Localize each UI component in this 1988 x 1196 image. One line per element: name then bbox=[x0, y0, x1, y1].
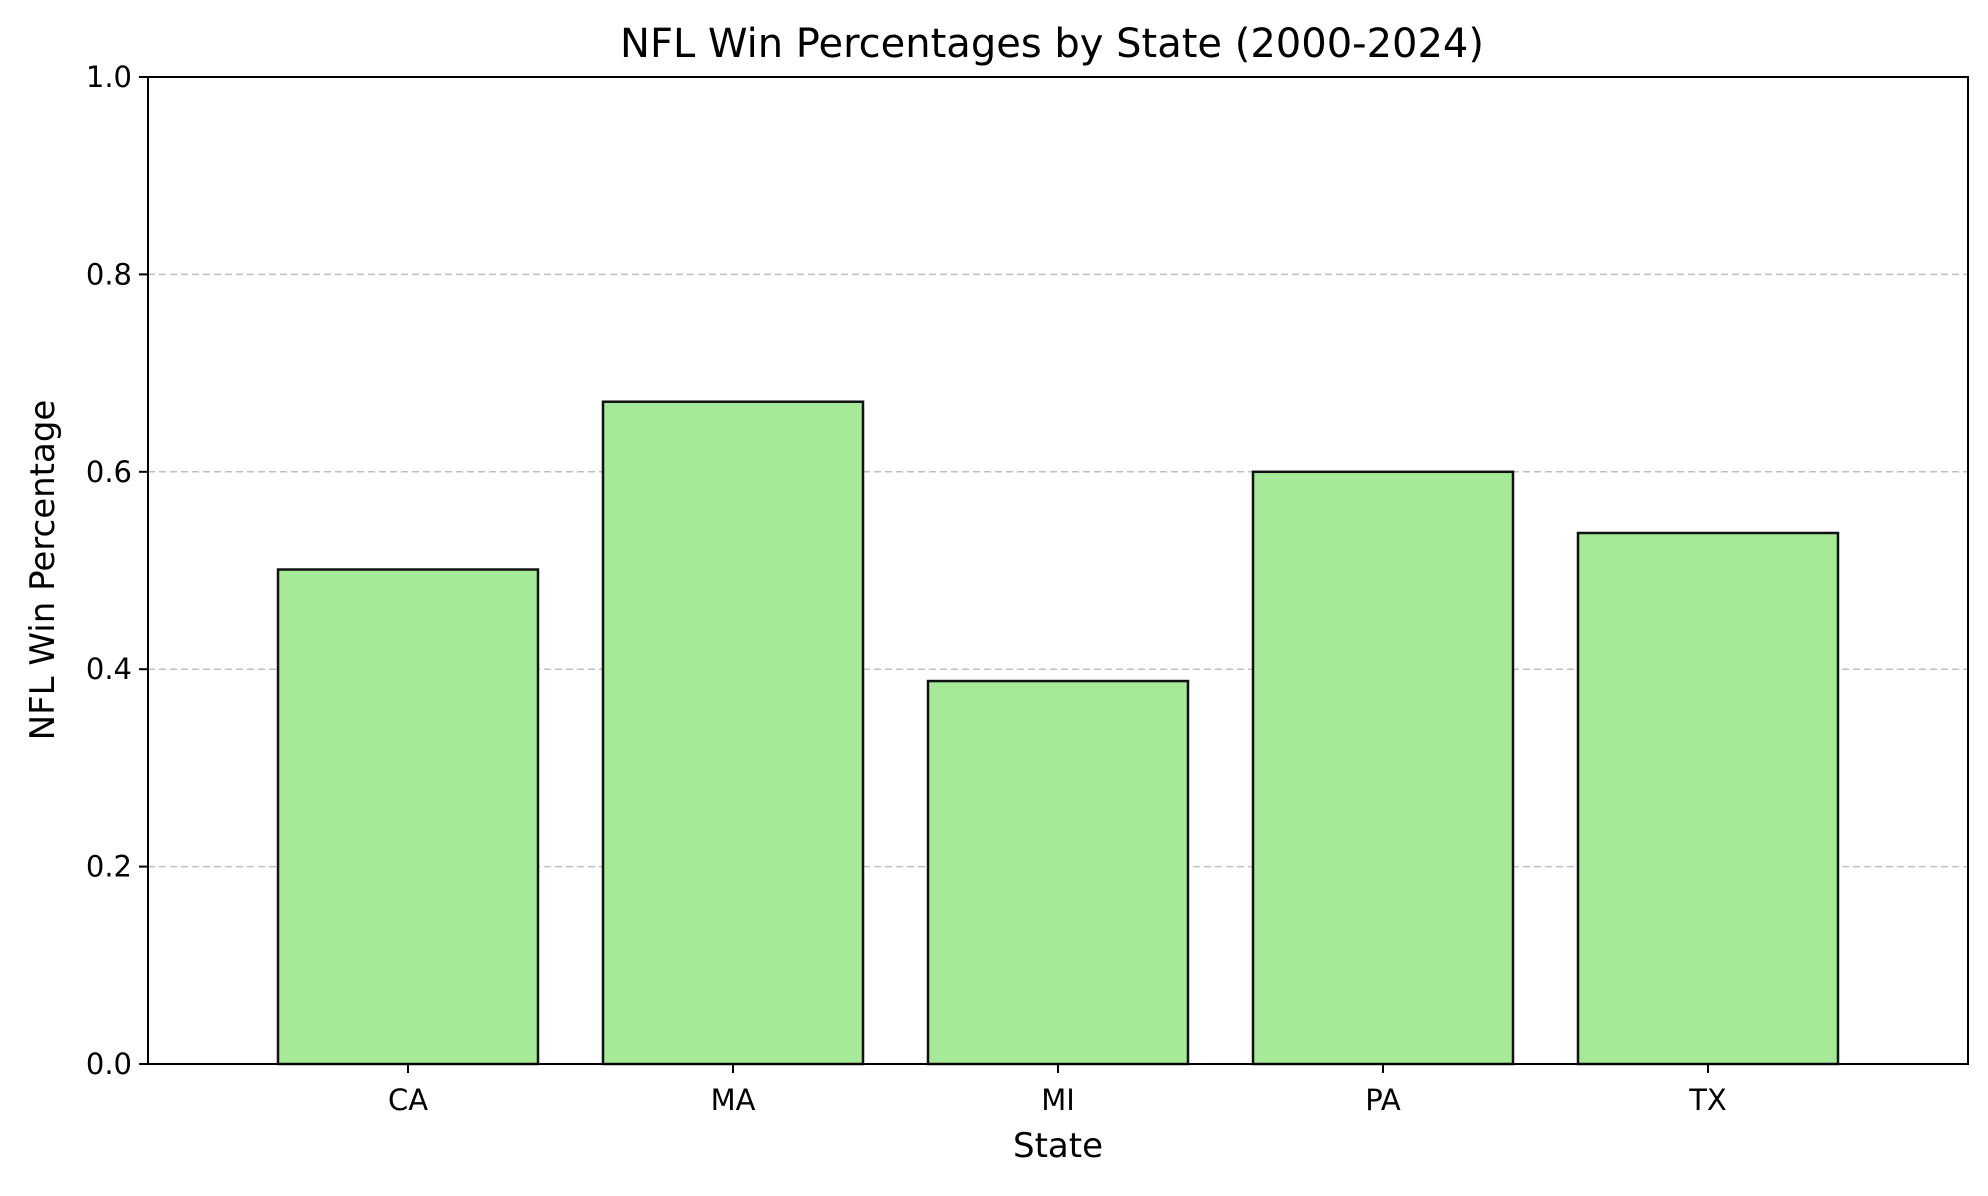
x-axis-label: State bbox=[1013, 1126, 1103, 1166]
x-axis-ticks: CA MA MI PA TX bbox=[388, 1064, 1727, 1117]
x-tick-label-ma: MA bbox=[711, 1083, 756, 1117]
chart-title: NFL Win Percentages by State (2000-2024) bbox=[620, 21, 1484, 67]
bar-ma bbox=[601, 400, 865, 1066]
y-axis-ticks: 0.0 0.2 0.4 0.6 0.8 1.0 bbox=[86, 60, 148, 1081]
x-tick-label-mi: MI bbox=[1041, 1083, 1075, 1117]
x-tick-label-ca: CA bbox=[388, 1083, 428, 1117]
bars bbox=[276, 400, 1840, 1066]
bar-mi bbox=[926, 679, 1190, 1066]
y-tick-label: 0.4 bbox=[86, 652, 132, 686]
y-axis-label: NFL Win Percentage bbox=[23, 400, 63, 741]
y-tick-label: 0.6 bbox=[86, 455, 132, 489]
x-tick-label-tx: TX bbox=[1688, 1083, 1727, 1117]
y-tick-label: 0.0 bbox=[86, 1047, 132, 1081]
x-tick-label-pa: PA bbox=[1365, 1083, 1401, 1117]
y-tick-label: 0.8 bbox=[86, 257, 132, 291]
y-tick-label: 1.0 bbox=[86, 60, 132, 94]
bar-pa bbox=[1251, 470, 1515, 1066]
bar-ca bbox=[276, 568, 540, 1066]
bar-tx bbox=[1576, 531, 1840, 1066]
y-tick-label: 0.2 bbox=[86, 850, 132, 884]
